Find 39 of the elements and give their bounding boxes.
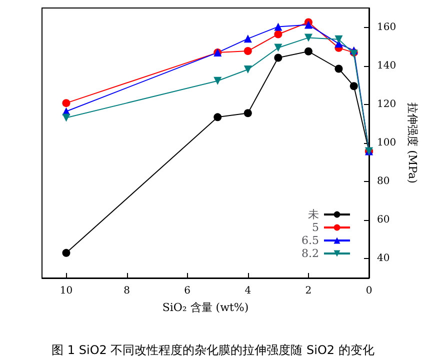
point [334, 64, 343, 73]
point [244, 47, 252, 56]
point [244, 34, 252, 43]
y-tick-label: 60 [377, 214, 390, 226]
legend-label: 未 [308, 208, 319, 221]
point [274, 30, 282, 38]
x-tick-label: 4 [244, 286, 252, 296]
point [244, 66, 252, 74]
legend-label: 5 [312, 221, 319, 234]
point [304, 20, 312, 29]
legend-label: 6.5 [302, 234, 319, 247]
point [304, 34, 312, 42]
y-tick-label: 120 [377, 98, 396, 110]
x-axis-title: SiO₂ 含量 (wt%) [162, 301, 249, 314]
y-tick-label: 100 [377, 138, 396, 148]
point [274, 22, 282, 31]
y-tick-label: 140 [377, 60, 396, 72]
point [334, 35, 343, 44]
x-tick-label: 6 [184, 286, 191, 296]
x-tick-label: 0 [366, 286, 372, 296]
point [62, 248, 70, 257]
point [62, 114, 70, 122]
x-tick-label: 8 [124, 286, 130, 296]
point [274, 44, 282, 52]
y-tick-label: 80 [377, 176, 390, 188]
point [350, 82, 358, 90]
y-tick-label: 40 [377, 253, 390, 264]
y-tick-label: 160 [377, 22, 396, 33]
point [214, 76, 222, 85]
y-axis-title: 拉伸强度 (MPa) [406, 102, 419, 184]
point [62, 99, 70, 108]
point [214, 113, 222, 122]
caption: 图 1 SiO2 不同改性程度的杂化膜的拉伸强度随 SiO2 的变化 [52, 343, 374, 357]
point [304, 47, 312, 56]
point [274, 54, 282, 62]
legend-label: 8.2 [302, 247, 319, 260]
point [244, 109, 252, 118]
x-tick-label: 10 [60, 286, 73, 296]
x-tick-label: 2 [305, 286, 312, 296]
